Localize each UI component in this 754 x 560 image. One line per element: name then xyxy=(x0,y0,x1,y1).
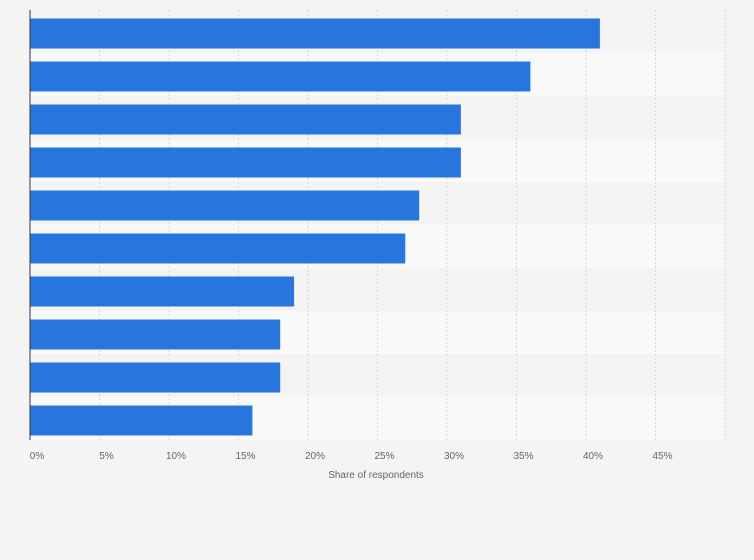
bar xyxy=(30,147,461,178)
x-tick-label: 15% xyxy=(235,451,255,462)
bar xyxy=(30,190,420,221)
bars xyxy=(30,18,600,436)
bar xyxy=(30,405,253,436)
x-tick-label: 35% xyxy=(513,451,533,462)
x-axis-title: Share of respondents xyxy=(328,470,424,481)
bar xyxy=(30,233,406,264)
bar xyxy=(30,104,461,135)
bar xyxy=(30,61,531,92)
x-tick-label: 30% xyxy=(444,451,464,462)
x-tick-label: 45% xyxy=(652,451,672,462)
bar xyxy=(30,276,295,307)
x-tick-label: 20% xyxy=(305,451,325,462)
bar xyxy=(30,319,281,350)
bar xyxy=(30,362,281,393)
x-tick-label: 40% xyxy=(583,451,603,462)
x-tick-label: 5% xyxy=(99,451,114,462)
x-tick-label: 25% xyxy=(374,451,394,462)
bar xyxy=(30,18,600,49)
x-tick-label: 10% xyxy=(166,451,186,462)
x-axis-ticks: 0% 5% 10% 15% 20% 25% 30% 35% 40% 45% xyxy=(30,451,673,462)
x-tick-label: 0% xyxy=(30,451,45,462)
